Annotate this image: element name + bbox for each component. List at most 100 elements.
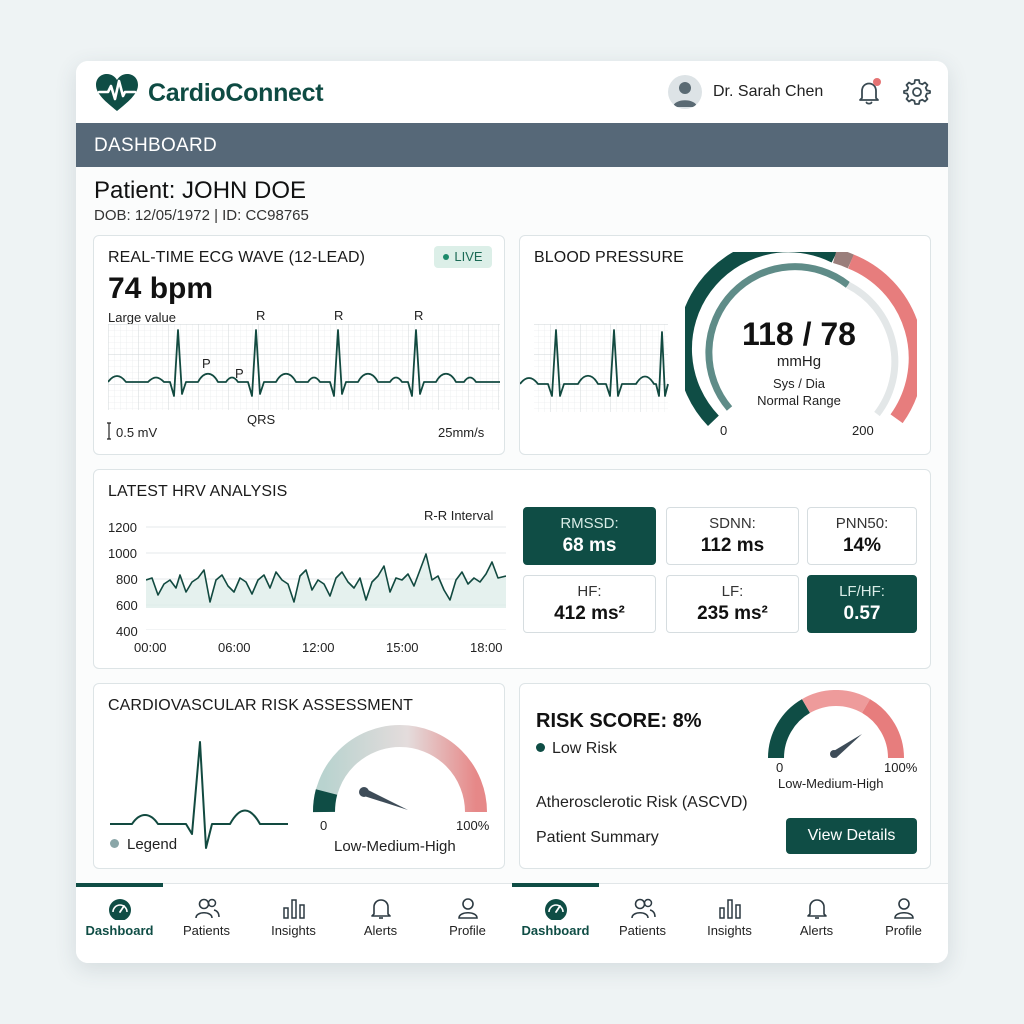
- metric-value: 235 ms²: [697, 603, 768, 624]
- y-tick-label: 1000: [108, 546, 137, 561]
- score-gauge-max: 100%: [884, 760, 918, 775]
- nav-profile[interactable]: Profile: [424, 884, 511, 963]
- risk-gauge: [313, 725, 487, 813]
- p-wave-label: P: [235, 366, 244, 381]
- blood-pressure-card[interactable]: BLOOD PRESSURE 118 / 78 mmHg Sys / Dia N…: [519, 235, 931, 455]
- nav-active-indicator: [512, 883, 599, 887]
- nav-dashboard[interactable]: Dashboard: [512, 883, 599, 963]
- avatar: [668, 75, 702, 109]
- x-tick-label: 06:00: [218, 640, 251, 655]
- hrv-card[interactable]: LATEST HRV ANALYSIS R-R Interval 1200 10…: [93, 469, 931, 669]
- nav-label: Patients: [183, 923, 230, 938]
- x-tick-label: 00:00: [134, 640, 167, 655]
- risk-assessment-card[interactable]: CARDIOVASCULAR RISK ASSESSMENT Legend 0 …: [93, 683, 505, 869]
- metric-sdnn[interactable]: SDNN: 112 ms: [666, 507, 799, 565]
- ecg-card[interactable]: REAL-TIME ECG WAVE (12-LEAD) LIVE 74 bpm…: [93, 235, 505, 455]
- bell-icon: [807, 899, 827, 919]
- notification-dot: [873, 78, 881, 86]
- profile-icon: [894, 898, 914, 919]
- ecg-title: REAL-TIME ECG WAVE (12-LEAD): [108, 249, 366, 266]
- x-tick-label: 18:00: [470, 640, 503, 655]
- ecg-caption: Large value: [108, 310, 176, 325]
- nav-profile[interactable]: Profile: [860, 884, 947, 963]
- score-gauge-label: Low-Medium-High: [778, 776, 884, 791]
- risk-gauge-max: 100%: [456, 818, 490, 833]
- user-name: Dr. Sarah Chen: [713, 83, 824, 100]
- bp-range-label: Normal Range: [757, 393, 841, 408]
- metric-lf[interactable]: LF: 235 ms²: [666, 575, 799, 633]
- metric-lf-hf[interactable]: LF/HF: 0.57: [807, 575, 917, 633]
- bell-icon: [371, 899, 391, 919]
- app-window: CardioConnect Dr. Sarah Chen: [76, 61, 948, 963]
- metric-label: SDNN:: [709, 515, 756, 532]
- user-menu[interactable]: Dr. Sarah Chen: [668, 75, 823, 109]
- nav-patients[interactable]: Patients: [163, 884, 250, 963]
- metric-label: LF/HF:: [839, 583, 885, 600]
- insights-bar-icon: [283, 899, 305, 919]
- metric-pnn50[interactable]: PNN50: 14%: [807, 507, 917, 565]
- y-tick-label: 600: [116, 598, 138, 613]
- bp-gauge-min: 0: [720, 423, 728, 438]
- x-tick-label: 12:00: [302, 640, 335, 655]
- nav-insights[interactable]: Insights: [686, 884, 773, 963]
- bp-value: 118 / 78: [742, 316, 856, 352]
- y-tick-label: 400: [116, 624, 138, 639]
- r-wave-label: R: [334, 308, 344, 323]
- bottom-nav-secondary: Dashboard Patients Insights Alerts Profi…: [512, 883, 948, 963]
- nav-alerts[interactable]: Alerts: [773, 884, 860, 963]
- metric-value: 412 ms²: [554, 603, 625, 624]
- r-wave-label: R: [256, 308, 266, 323]
- heart-rate-value: 74 bpm: [108, 272, 214, 305]
- scale-marker-icon: [107, 422, 111, 440]
- view-details-button[interactable]: View Details: [786, 818, 917, 854]
- ascvd-label: Atherosclerotic Risk (ASCVD): [536, 794, 748, 811]
- qrs-label: QRS: [247, 412, 276, 427]
- risk-title: CARDIOVASCULAR RISK ASSESSMENT: [108, 697, 413, 714]
- nav-label: Insights: [271, 923, 316, 938]
- x-tick-label: 15:00: [386, 640, 419, 655]
- hrv-title: LATEST HRV ANALYSIS: [108, 483, 288, 500]
- risk-score-gauge: [767, 690, 905, 759]
- nav-label: Alerts: [363, 923, 398, 938]
- score-gauge-min: 0: [776, 760, 784, 775]
- live-badge: LIVE: [434, 246, 492, 268]
- metric-value: 0.57: [843, 603, 881, 624]
- bp-gauge: [685, 252, 917, 426]
- metric-hf[interactable]: HF: 412 ms²: [523, 575, 656, 633]
- brand[interactable]: CardioConnect: [94, 73, 324, 113]
- legend: Legend: [110, 836, 177, 853]
- user-avatar-icon: [673, 82, 697, 107]
- nav-label: Dashboard: [521, 923, 590, 938]
- patient-meta: DOB: 12/05/1972 | ID: CC98765: [94, 207, 309, 224]
- metric-rmssd[interactable]: RMSSD: 68 ms: [523, 507, 656, 565]
- metric-label: LF:: [721, 583, 744, 600]
- bottom-nav: Dashboard Patients Insights Alerts Profi…: [76, 883, 512, 963]
- nav-label: Profile: [449, 923, 486, 938]
- y-tick-label: 1200: [108, 520, 137, 535]
- metric-value: 14%: [842, 535, 882, 556]
- insights-bar-icon: [719, 899, 741, 919]
- r-wave-label: R: [414, 308, 424, 323]
- heartbeat-waveform: [110, 741, 288, 849]
- ecg-waveform: [108, 324, 500, 410]
- profile-icon: [458, 898, 478, 919]
- notifications-button[interactable]: [854, 77, 884, 107]
- metric-label: PNN50:: [835, 515, 889, 532]
- ecg-speed: 25mm/s: [438, 425, 485, 440]
- settings-button[interactable]: [902, 77, 932, 107]
- nav-insights[interactable]: Insights: [250, 884, 337, 963]
- nav-dashboard[interactable]: Dashboard: [76, 883, 163, 963]
- hrv-line-chart: [146, 526, 506, 630]
- nav-patients[interactable]: Patients: [599, 884, 686, 963]
- nav-label: Insights: [707, 923, 752, 938]
- page-title: DASHBOARD: [94, 135, 218, 156]
- patient-summary-label: Patient Summary: [536, 829, 659, 846]
- risk-gauge-label: Low-Medium-High: [334, 838, 456, 855]
- nav-active-indicator: [76, 883, 163, 887]
- risk-score-card[interactable]: RISK SCORE: 8% Low Risk 0 100% Low-Mediu…: [519, 683, 931, 869]
- nav-alerts[interactable]: Alerts: [337, 884, 424, 963]
- top-bar: CardioConnect Dr. Sarah Chen: [76, 61, 948, 123]
- risk-gauge-min: 0: [320, 818, 328, 833]
- nav-label: Alerts: [799, 923, 834, 938]
- metric-label: RMSSD:: [560, 515, 619, 532]
